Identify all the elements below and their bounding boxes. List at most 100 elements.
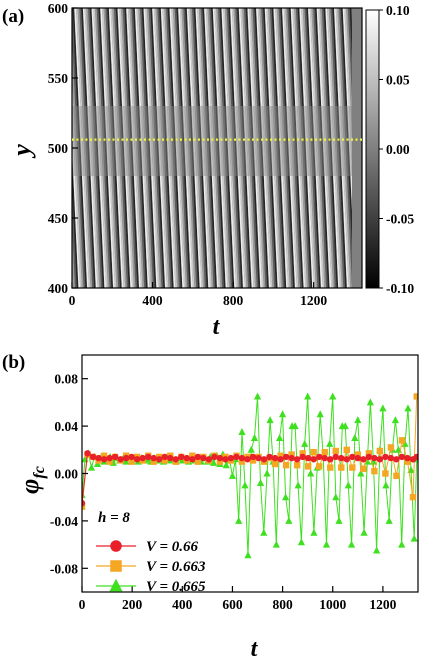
data-point [365, 450, 373, 457]
data-point [194, 458, 202, 465]
heatmap-stripe [193, 8, 209, 288]
heatmap-stripe [88, 8, 103, 288]
heatmap-stripe [271, 8, 287, 288]
data-point [133, 456, 141, 463]
heatmap-stripe [127, 8, 143, 288]
heatmap-body [72, 8, 362, 288]
colorbar [365, 9, 380, 289]
heatmap-stripe [146, 8, 162, 288]
data-point [255, 454, 262, 462]
heatmap-stripe [254, 8, 269, 288]
heatmap-stripe [231, 8, 247, 288]
heatmap-stripe [245, 8, 261, 288]
heatmap-stripe [110, 8, 126, 288]
heatmap-stripe [259, 8, 275, 288]
heatmap-stripe [212, 8, 228, 288]
data-point [393, 472, 400, 480]
heatmap-stripe [207, 8, 223, 288]
data-point [327, 464, 334, 471]
data-point [413, 393, 418, 400]
heatmap-stripe [94, 8, 110, 288]
heatmap-stripe [311, 8, 327, 288]
data-point [238, 458, 246, 465]
heatmap-stripe [91, 8, 107, 288]
heatmap-stripe [309, 8, 325, 288]
heatmap-stripe [250, 8, 266, 288]
data-point [335, 516, 343, 524]
heatmap-stripe [205, 8, 221, 288]
data-point [266, 416, 274, 424]
heatmap-stripe [153, 8, 169, 288]
heatmap-stripe [249, 8, 264, 288]
heatmap-stripe [202, 8, 217, 288]
colorbar-tick-label: -0.05 [386, 212, 414, 227]
data-point [82, 499, 86, 507]
data-point [354, 451, 362, 458]
data-point [282, 453, 290, 461]
heatmap-stripe [115, 8, 131, 288]
x-tick-label: 0 [69, 293, 76, 308]
data-point [310, 448, 317, 456]
heatmap-stripe [166, 8, 181, 288]
heatmap-stripe [141, 8, 157, 288]
legend-label: V = 0.665 [146, 579, 206, 595]
data-point [341, 422, 349, 430]
legend-items: V = 0.66 V = 0.663 V = 0.665 [96, 539, 206, 595]
data-point [111, 453, 119, 461]
data-point [216, 458, 224, 465]
y-tick-label: 500 [48, 141, 69, 156]
data-point [288, 454, 295, 462]
data-point [106, 458, 113, 465]
heatmap-stripe [191, 8, 207, 288]
heatmap-stripe [172, 8, 188, 288]
data-point [205, 456, 213, 463]
data-point [228, 471, 237, 479]
heatmap-stripe [160, 8, 176, 288]
series-triangle [82, 392, 418, 559]
data-point [351, 433, 359, 441]
y-tick-label: 0.08 [54, 372, 78, 387]
heatmap-stripe [103, 8, 119, 288]
heatmap-stripe [320, 8, 335, 288]
data-point [139, 454, 146, 462]
y-tick-label: 0.04 [54, 419, 78, 434]
legend-item: V = 0.665 [96, 578, 206, 595]
legend-item: V = 0.663 [96, 559, 206, 575]
heatmap-stripe [242, 8, 257, 288]
colorbar-tick-label: -0.10 [386, 281, 414, 296]
heatmap-stripe [238, 8, 254, 288]
data-point [278, 410, 287, 418]
heatmap-stripe [81, 8, 96, 288]
heatmap-stripe [171, 8, 186, 288]
data-point [391, 416, 400, 424]
data-point [233, 453, 240, 461]
data-point [304, 454, 312, 462]
heatmap-stripe [148, 8, 164, 288]
heatmap-stripe [217, 8, 233, 288]
legend-marker [110, 560, 122, 572]
heatmap-stripe [89, 8, 105, 288]
heatmap-stripe [198, 8, 214, 288]
data-point [349, 453, 356, 461]
data-point [304, 463, 312, 470]
line-y-axis: 0.08 0.04 0.00 -0.04 -0.08 [50, 372, 88, 576]
heatmap-stripe [86, 8, 101, 288]
data-point [299, 453, 306, 461]
data-point [398, 437, 406, 444]
data-point [382, 470, 389, 477]
heatmap-stripe [275, 8, 290, 288]
data-point [366, 398, 374, 406]
data-point [413, 453, 418, 461]
data-point [106, 454, 113, 462]
heatmap-stripe [105, 8, 121, 288]
data-point [167, 454, 174, 462]
data-point [343, 456, 350, 463]
heatmap-stripe [224, 8, 240, 288]
heatmap-stripe [280, 8, 295, 288]
data-point [360, 528, 368, 536]
heatmap-stripe [243, 8, 259, 288]
data-point [404, 458, 411, 465]
data-point [238, 454, 246, 462]
x-tick-label: 1000 [319, 597, 346, 612]
